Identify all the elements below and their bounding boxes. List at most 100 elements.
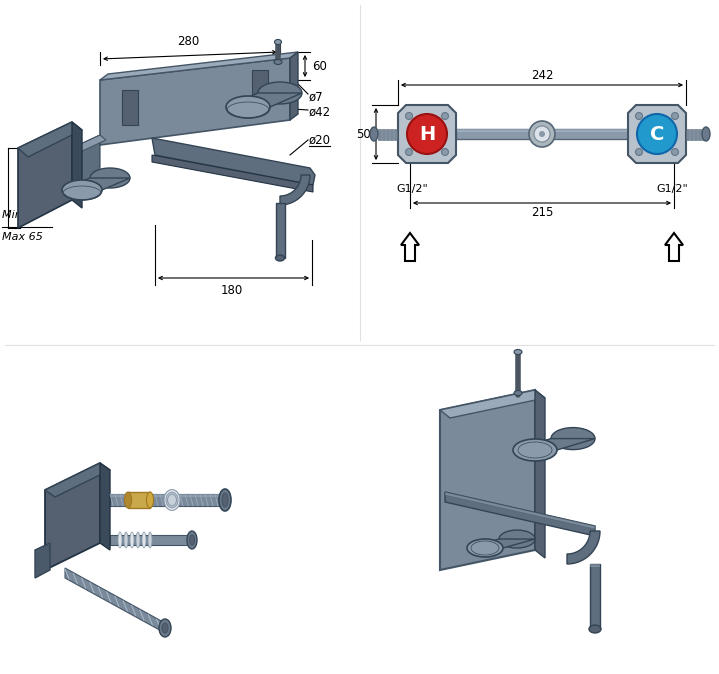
Text: G1/2": G1/2" bbox=[396, 184, 428, 194]
Polygon shape bbox=[65, 568, 165, 633]
Polygon shape bbox=[62, 178, 130, 190]
Text: 50: 50 bbox=[356, 127, 371, 140]
Polygon shape bbox=[467, 539, 535, 548]
Polygon shape bbox=[18, 122, 72, 228]
Bar bbox=[275, 203, 285, 258]
Bar bbox=[456, 129, 628, 139]
Text: 242: 242 bbox=[531, 69, 553, 82]
Polygon shape bbox=[72, 122, 82, 208]
Bar bbox=[456, 129, 628, 132]
Polygon shape bbox=[152, 155, 313, 192]
Polygon shape bbox=[45, 463, 100, 570]
Ellipse shape bbox=[222, 493, 228, 507]
Polygon shape bbox=[72, 135, 100, 188]
Ellipse shape bbox=[513, 439, 557, 461]
Circle shape bbox=[406, 113, 413, 119]
Polygon shape bbox=[152, 138, 315, 185]
Ellipse shape bbox=[275, 40, 282, 44]
Text: ø7: ø7 bbox=[309, 90, 324, 104]
Bar bbox=[110, 494, 225, 506]
Polygon shape bbox=[628, 105, 686, 163]
Circle shape bbox=[672, 113, 679, 119]
Bar bbox=[378, 129, 380, 140]
Polygon shape bbox=[440, 390, 535, 570]
Ellipse shape bbox=[142, 532, 146, 548]
Polygon shape bbox=[401, 233, 419, 261]
Ellipse shape bbox=[118, 532, 122, 548]
Bar bbox=[382, 129, 385, 140]
Bar bbox=[686, 129, 689, 140]
Text: 180: 180 bbox=[221, 284, 243, 297]
Bar bbox=[386, 129, 388, 140]
Polygon shape bbox=[45, 463, 110, 497]
Ellipse shape bbox=[589, 625, 601, 633]
Ellipse shape bbox=[514, 390, 522, 396]
Ellipse shape bbox=[168, 494, 176, 506]
Ellipse shape bbox=[187, 531, 197, 549]
Circle shape bbox=[406, 148, 413, 156]
Text: Min 45: Min 45 bbox=[2, 210, 40, 220]
Ellipse shape bbox=[258, 82, 302, 104]
Ellipse shape bbox=[467, 539, 503, 557]
Ellipse shape bbox=[551, 427, 595, 450]
Polygon shape bbox=[567, 531, 600, 564]
Polygon shape bbox=[35, 543, 50, 578]
Polygon shape bbox=[18, 122, 82, 157]
Bar bbox=[690, 129, 692, 140]
Ellipse shape bbox=[275, 255, 285, 261]
Polygon shape bbox=[665, 233, 683, 261]
Ellipse shape bbox=[274, 59, 282, 65]
Bar bbox=[698, 129, 700, 140]
Polygon shape bbox=[252, 70, 268, 105]
Ellipse shape bbox=[130, 532, 134, 548]
Bar bbox=[110, 494, 225, 497]
Text: 215: 215 bbox=[531, 206, 553, 219]
Circle shape bbox=[637, 114, 677, 154]
Polygon shape bbox=[290, 52, 298, 120]
Polygon shape bbox=[535, 390, 545, 558]
Ellipse shape bbox=[147, 492, 153, 508]
Ellipse shape bbox=[226, 96, 270, 118]
Text: Max 65: Max 65 bbox=[2, 232, 43, 242]
Text: H: H bbox=[419, 125, 435, 144]
Bar bbox=[694, 129, 697, 140]
Ellipse shape bbox=[136, 532, 140, 548]
Circle shape bbox=[441, 148, 449, 156]
Polygon shape bbox=[100, 58, 290, 145]
Polygon shape bbox=[398, 105, 456, 163]
Circle shape bbox=[407, 114, 447, 154]
Bar bbox=[590, 564, 600, 567]
Ellipse shape bbox=[219, 489, 231, 511]
Circle shape bbox=[636, 148, 643, 156]
Polygon shape bbox=[445, 492, 595, 529]
Polygon shape bbox=[110, 535, 190, 545]
Bar bbox=[702, 129, 705, 140]
Ellipse shape bbox=[190, 535, 195, 545]
Ellipse shape bbox=[124, 532, 128, 548]
Circle shape bbox=[534, 126, 550, 142]
Polygon shape bbox=[440, 390, 545, 418]
Text: 280: 280 bbox=[177, 35, 199, 48]
Ellipse shape bbox=[159, 619, 171, 637]
Ellipse shape bbox=[162, 623, 168, 633]
Polygon shape bbox=[122, 90, 138, 125]
Polygon shape bbox=[280, 175, 310, 205]
Ellipse shape bbox=[514, 350, 522, 355]
Bar bbox=[394, 129, 396, 140]
Ellipse shape bbox=[166, 492, 178, 508]
Text: ø20: ø20 bbox=[309, 133, 331, 146]
Text: G1/2": G1/2" bbox=[656, 184, 688, 194]
Text: C: C bbox=[650, 125, 664, 144]
Ellipse shape bbox=[124, 492, 132, 508]
Bar bbox=[590, 564, 600, 629]
Bar bbox=[128, 492, 150, 508]
Ellipse shape bbox=[90, 168, 130, 188]
Ellipse shape bbox=[148, 532, 152, 548]
Polygon shape bbox=[445, 492, 595, 536]
Ellipse shape bbox=[702, 127, 710, 141]
Circle shape bbox=[529, 121, 555, 147]
Bar bbox=[390, 129, 393, 140]
Polygon shape bbox=[226, 93, 302, 107]
Polygon shape bbox=[72, 135, 106, 153]
Text: 60: 60 bbox=[312, 59, 327, 73]
